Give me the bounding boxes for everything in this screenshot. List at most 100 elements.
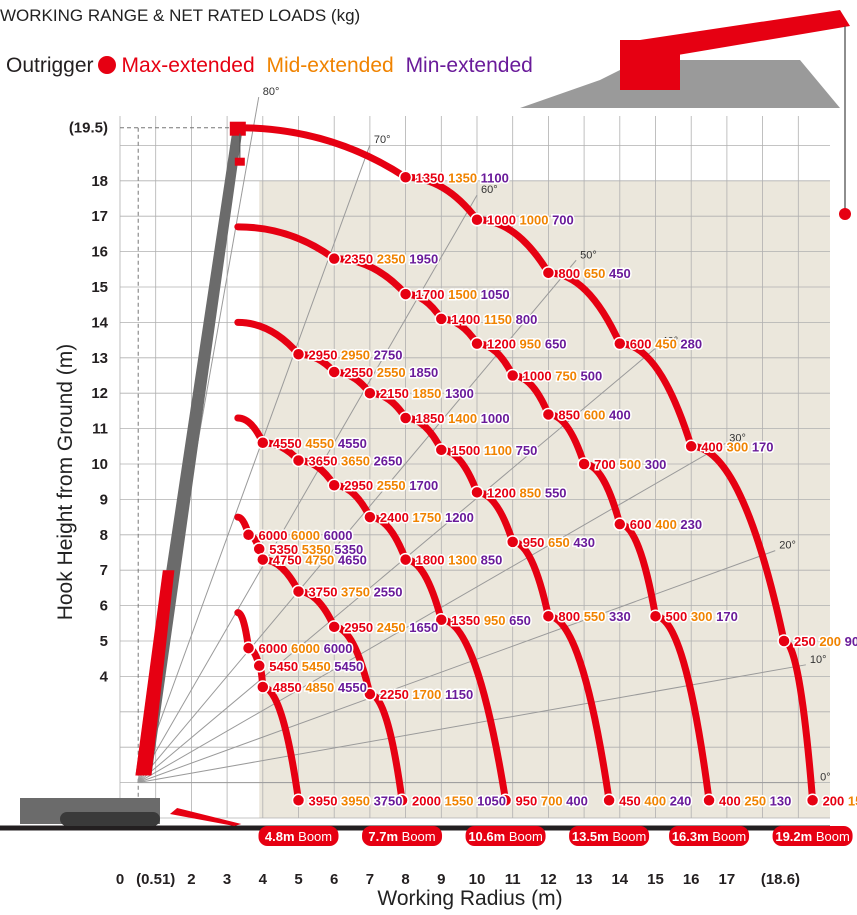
min-load: 850 [477, 553, 502, 568]
load-point [398, 170, 413, 185]
max-load: 400 [701, 439, 723, 454]
min-load: 430 [570, 535, 595, 550]
legend: Outrigger Max-extended Mid-extended Min-e… [6, 54, 533, 78]
angle-label: 10° [810, 654, 827, 666]
mid-load: 650 [580, 266, 605, 281]
max-load: 850 [558, 407, 580, 422]
min-load: 1700 [406, 478, 439, 493]
load-label: 2950 2950 2750 [309, 347, 403, 362]
legend-dot-icon [97, 56, 116, 74]
mid-load: 150 [844, 793, 857, 808]
mid-load: 550 [580, 609, 605, 624]
min-load: 1000 [477, 411, 510, 426]
max-load: 400 [719, 793, 741, 808]
max-load: 800 [558, 266, 580, 281]
x-tick-label: (18.6) [761, 871, 800, 888]
load-point [291, 584, 306, 599]
chart-title: WORKING RANGE & NET RATED LOADS (kg) [0, 6, 361, 25]
mid-load: 1850 [409, 386, 442, 401]
max-load: 1850 [416, 411, 445, 426]
max-load: 1000 [523, 369, 552, 384]
mid-load: 950 [480, 613, 505, 628]
load-point [398, 411, 413, 425]
max-load: 800 [558, 609, 580, 624]
angle-label: 0° [820, 772, 831, 784]
max-load: 2350 [344, 252, 373, 267]
load-point [541, 407, 556, 422]
boom-label-pill [362, 826, 443, 846]
load-label: 6000 6000 6000 [259, 641, 353, 656]
min-load: 240 [666, 793, 691, 808]
load-label: 1350 950 650 [451, 613, 531, 628]
max-load: 200 [823, 793, 845, 808]
x-tick-label: 5 [294, 871, 302, 888]
min-load: 5450 [331, 659, 364, 674]
load-point [541, 609, 556, 623]
max-load: 1500 [451, 443, 480, 458]
y-tick-label: 11 [92, 421, 108, 438]
max-load: 950 [516, 793, 538, 808]
max-load: 1350 [451, 613, 480, 628]
mid-load: 450 [652, 337, 677, 352]
load-label: 2550 2550 1850 [344, 365, 438, 380]
boom-label: 13.5m Boom [572, 829, 646, 844]
min-load: 500 [577, 369, 602, 384]
load-point [256, 680, 270, 694]
min-load: 650 [541, 337, 566, 352]
mid-load: 2450 [373, 620, 406, 635]
load-label: 1850 1400 1000 [416, 411, 510, 426]
crane-top-boom [640, 10, 850, 58]
mid-load: 300 [723, 439, 748, 454]
boom-label: 4.8m Boom [265, 829, 332, 844]
y-tick-label: 5 [100, 633, 108, 650]
load-point [470, 485, 484, 500]
load-label: 950 700 400 [516, 793, 588, 808]
x-tick-label: 17 [719, 871, 736, 888]
max-load: 4750 [273, 553, 302, 568]
load-point [434, 443, 449, 457]
angle-label: 20° [779, 540, 796, 552]
mid-load: 2950 [337, 347, 370, 362]
min-load: 4650 [334, 553, 367, 568]
max-load: 500 [666, 609, 688, 624]
boom-word: Boom [295, 829, 333, 844]
angle-label: 40° [661, 336, 678, 348]
load-point [470, 212, 484, 227]
mid-load: 5450 [298, 659, 331, 674]
load-label: 500 300 170 [666, 609, 738, 624]
max-load: 2000 [412, 793, 441, 808]
angle-label: 30° [729, 432, 746, 444]
max-load: 700 [594, 457, 616, 472]
load-labels: 6000 6000 6000 5450 5450 5450 4850 4850 45… [257, 169, 857, 846]
load-label: 1700 1500 1050 [416, 287, 510, 302]
max-load: 3950 [309, 793, 338, 808]
mid-load: 1550 [441, 793, 474, 808]
boom-label-pill [772, 826, 853, 846]
boom-label-pill [669, 826, 750, 846]
x-tick-label: 2 [187, 871, 195, 888]
crane-top-hook-icon [839, 208, 851, 220]
boom-length: 4.8m [265, 829, 295, 844]
load-label: 1350 1350 1100 [416, 170, 509, 185]
x-tick-label: (0.51) [136, 871, 175, 888]
mid-load: 1700 [409, 687, 442, 702]
load-label: 2000 1550 1050 [412, 793, 506, 808]
y-tick-label: 16 [91, 244, 108, 261]
mid-load: 4750 [302, 553, 335, 568]
load-point [577, 457, 591, 471]
boom-label: 10.6m Boom [468, 829, 542, 844]
load-label: 250 200 90 [794, 634, 857, 649]
x-tick-label: 0 [116, 871, 124, 888]
angle-label: 50° [580, 249, 597, 261]
load-point [327, 365, 341, 379]
min-load: 450 [605, 266, 630, 281]
boom-label-pill [258, 826, 339, 846]
max-load: 3650 [309, 453, 338, 468]
load-point [398, 552, 413, 567]
max-load: 2400 [380, 510, 409, 525]
mid-load: 2550 [373, 365, 406, 380]
load-label: 2400 1750 1200 [380, 510, 474, 525]
load-label: 1400 1150 800 [451, 312, 537, 327]
load-point [395, 793, 409, 808]
angle-label: 70° [374, 134, 391, 146]
